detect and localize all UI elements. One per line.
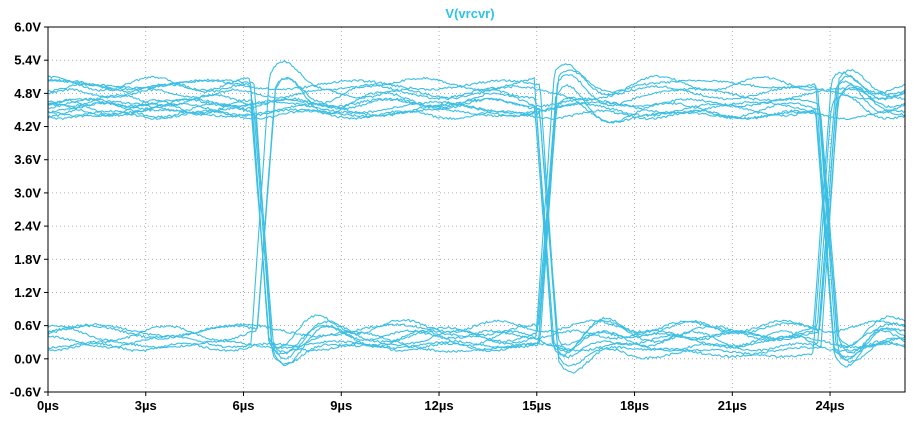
x-axis-ticks: 0µs 3µs 6µs 9µs 12µs 15µs 18µs 21µs 24µs bbox=[37, 392, 845, 413]
y-tick-label: 4.8V bbox=[14, 86, 41, 101]
y-tick-label: 3.0V bbox=[14, 185, 41, 200]
waveform-trace bbox=[47, 63, 906, 354]
waveform-trace bbox=[47, 93, 906, 349]
waveform-trace bbox=[47, 74, 906, 338]
y-tick-label: 0.0V bbox=[14, 351, 41, 366]
x-tick-label: 21µs bbox=[718, 398, 747, 413]
x-tick-label: 6µs bbox=[233, 398, 255, 413]
x-tick-label: 12µs bbox=[424, 398, 453, 413]
y-tick-label: 1.8V bbox=[14, 252, 41, 267]
x-tick-label: 18µs bbox=[620, 398, 649, 413]
waveform-trace bbox=[47, 84, 906, 361]
chart-title: V(vrcvr) bbox=[445, 6, 494, 21]
x-tick-label: 3µs bbox=[135, 398, 157, 413]
waveform-trace bbox=[47, 341, 906, 353]
y-tick-label: 0.6V bbox=[14, 318, 41, 333]
y-tick-label: 2.4V bbox=[14, 219, 41, 234]
waveform-trace bbox=[47, 97, 906, 348]
x-tick-label: 0µs bbox=[37, 398, 59, 413]
y-axis-ticks: 6.0V 5.4V 4.8V 4.2V 3.6V 3.0V 2.4V 1.8V 1.2V 0.6V… bbox=[10, 20, 48, 400]
waveform-trace bbox=[47, 102, 906, 354]
waveform-trace bbox=[47, 100, 906, 368]
plot-frame bbox=[47, 26, 906, 393]
waveform-trace bbox=[47, 97, 906, 363]
x-tick-label: 24µs bbox=[815, 398, 844, 413]
waveform-trace bbox=[47, 69, 906, 365]
x-tick-label: 15µs bbox=[522, 398, 551, 413]
y-tick-label: 6.0V bbox=[14, 20, 41, 35]
y-tick-label: 1.2V bbox=[14, 285, 41, 300]
y-tick-label: -0.6V bbox=[10, 385, 41, 400]
y-tick-label: 3.6V bbox=[14, 152, 41, 167]
y-tick-label: 4.2V bbox=[14, 119, 41, 134]
waveform-trace bbox=[47, 76, 906, 357]
x-tick-label: 9µs bbox=[330, 398, 352, 413]
waveform-trace bbox=[47, 84, 906, 351]
waveform-traces bbox=[47, 60, 906, 374]
waveform-trace bbox=[47, 68, 906, 374]
y-tick-label: 5.4V bbox=[14, 53, 41, 68]
waveform-trace bbox=[47, 77, 905, 340]
waveform-trace bbox=[47, 86, 906, 367]
